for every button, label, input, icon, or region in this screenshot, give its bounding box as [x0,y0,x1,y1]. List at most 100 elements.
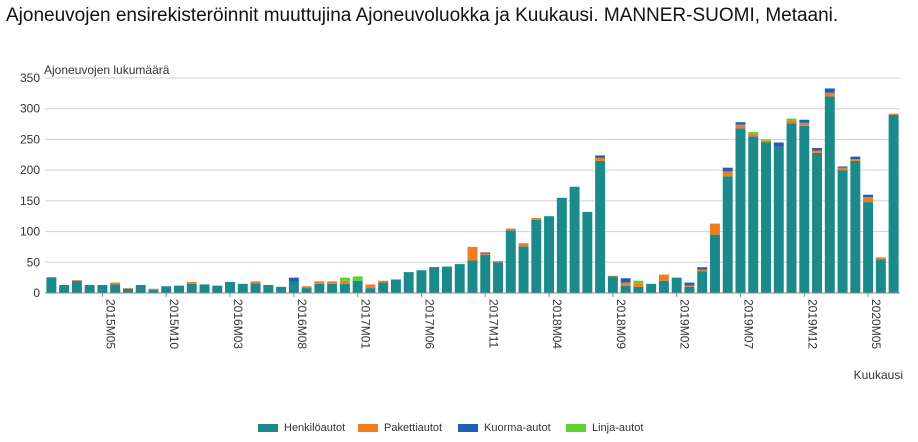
bar-segment [403,272,414,293]
y-tick-label: 100 [20,225,40,239]
x-tick-label: 2019M12 [805,299,819,349]
bar-segment [735,128,746,293]
legend: Henkilöautot Pakettiautot Kuorma-autot Linj… [0,420,918,438]
bar-segment [429,268,440,293]
bar-segment [875,259,886,293]
bar-segment [722,171,733,177]
bar-segment [454,264,465,293]
y-tick-label: 350 [20,71,40,85]
bar-segment [518,243,529,247]
bar-segment [837,170,848,293]
bar-segment [556,197,567,293]
y-tick-label: 250 [20,132,40,146]
bar-segment [824,88,835,93]
legend-item: Linja-autot [566,420,643,436]
bar-segment [46,277,57,278]
bar-segment [837,166,848,168]
bars [46,88,899,294]
legend-swatch [458,424,478,433]
bar-segment [263,285,274,293]
bar-segment [493,261,503,263]
bar-segment [352,276,363,281]
bar-segment [390,279,401,293]
legend-label: Linja-autot [592,422,644,434]
bar-segment [671,277,682,293]
bar-segment [748,136,759,293]
bar-segment [646,283,657,293]
bar-segment [888,114,899,293]
bar-segment [225,281,236,293]
bar-segment [735,122,746,125]
bar-segment [161,286,172,293]
bar-segment [480,252,491,254]
bar-segment [850,159,861,161]
bar-segment [633,280,644,284]
bar-segment [620,285,631,293]
bar-segment [378,280,389,283]
bar-segment [658,280,669,293]
bar-segment [97,285,108,293]
bar-segment [327,281,338,284]
bar-segment [684,286,695,293]
bar-segment [582,211,593,293]
legend-swatch [566,424,586,433]
bar-segment [505,230,516,293]
x-axis-label: Kuukausi [854,368,903,382]
bar-segment [301,288,312,293]
x-tick-label: 2015M05 [103,299,117,349]
bar-segment [544,216,555,293]
bar-segment [135,285,146,293]
bar-segment [799,122,810,126]
bar-segment [352,280,363,293]
bar-segment [786,120,797,124]
bar-segment [824,92,835,97]
bar-segment [339,277,350,281]
bar-segment [199,284,210,293]
bar-segment [709,234,720,293]
bar-segment [237,283,248,293]
bar-segment [812,152,823,293]
bar-segment [837,167,848,171]
bar-segment [773,142,784,147]
bar-segment [327,283,338,293]
bar-segment [122,288,133,289]
bar-segment [59,285,70,293]
bar-segment [761,139,771,141]
legend-item: Kuorma-autot [458,420,551,436]
bar-segment [480,254,491,293]
x-tick-label: 2016M03 [231,299,245,349]
bar-segment [339,280,350,284]
bar-segment [607,275,618,277]
bar-segment [595,157,606,161]
bar-segment [799,119,810,123]
bar-segment [531,219,542,293]
bar-segment [735,124,746,129]
bar-segment [71,280,82,281]
bar-segment [467,246,478,261]
y-tick-label: 50 [27,255,41,269]
bar-segment [110,282,121,285]
bar-segment [569,186,580,293]
bar-segment [786,123,797,293]
x-tick-label: 2015M10 [167,299,181,349]
bar-segment [697,269,708,272]
x-tick-label: 2018M04 [550,299,564,349]
bar-segment [620,282,631,286]
bar-segment [429,267,440,269]
bar-segment [722,176,733,293]
bar-segment [633,283,644,287]
bar-segment [276,286,287,293]
bar-segment [595,160,606,293]
y-axis-label: Ajoneuvojen lukumäärä [44,63,170,77]
bar-segment [531,218,542,220]
bar-segment [174,285,184,293]
bar-segment [518,246,529,293]
bar-segment [110,284,121,293]
x-tick-label: 2018M09 [614,299,628,349]
bar-segment [314,283,325,293]
bar-segment [288,277,299,282]
bar-segment [850,160,861,293]
bar-segment [684,285,695,287]
axes: 0 50 100 150 200 250 300 350 2015M05 2015M10 2016M… [20,71,900,349]
